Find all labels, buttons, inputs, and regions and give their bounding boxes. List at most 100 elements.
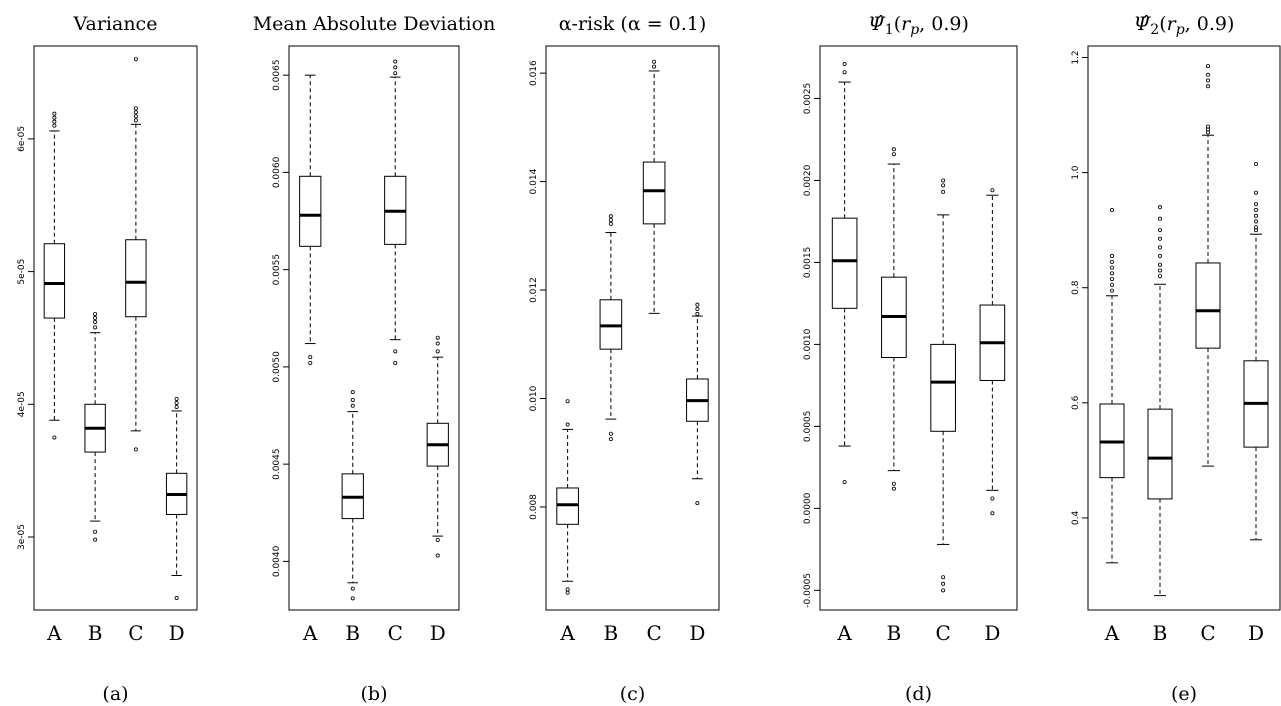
outlier-point [941, 588, 946, 593]
category-label: D [430, 621, 446, 645]
panel-d: Ψ̂1(rp, 0.9) -0.0005 0.0000 0.0005 0.0010 0.0… [803, 13, 1018, 705]
y-tick-label: 5e-05 [17, 259, 27, 285]
y-tick-label: 0.008 [529, 494, 539, 520]
outlier-point [891, 486, 896, 491]
outlier-point [941, 581, 946, 586]
outlier-point [93, 537, 98, 542]
box-D [165, 396, 188, 601]
outlier-point [133, 57, 138, 62]
outlier-point [1158, 245, 1163, 250]
box-D [979, 188, 1006, 516]
category-label: C [388, 621, 403, 645]
outlier-point [695, 307, 700, 312]
outlier-point [941, 183, 946, 188]
panel-caption: (e) [1171, 683, 1197, 705]
iqr-box [1147, 408, 1173, 500]
outlier-point [608, 437, 613, 442]
outlier-point [695, 501, 700, 506]
panel-b: Mean Absolute Deviation 0.0040 0.0045 0.005… [253, 13, 496, 705]
outlier-point [608, 221, 613, 226]
box-A [831, 62, 858, 485]
outlier-point [174, 404, 179, 409]
category-label: A [836, 621, 852, 645]
box-B [84, 312, 106, 542]
outlier-point [842, 480, 847, 485]
y-tick-label: 0.0055 [272, 254, 282, 286]
outlier-point [1254, 213, 1259, 218]
outlier-point [393, 71, 398, 76]
box-C [642, 59, 666, 314]
outlier-point [350, 403, 355, 408]
outlier-point [1254, 219, 1259, 224]
outlier-point [1158, 274, 1163, 279]
category-label: C [1200, 621, 1215, 645]
panel-a: Variance 3e-05 4e-05 5e-05 6e-05 A B C D (a) [17, 13, 198, 705]
outlier-point [891, 152, 896, 157]
y-tick-label: 0.8 [1071, 280, 1081, 295]
outlier-point [941, 189, 946, 194]
box-C [125, 57, 147, 452]
outlier-point [435, 537, 440, 542]
panel-caption: (d) [905, 683, 932, 705]
chart-title: Ψ̂1(rp, 0.9) [868, 13, 969, 38]
box-A [299, 74, 322, 366]
outlier-point [93, 325, 98, 330]
outlier-point [174, 596, 179, 601]
plot-frame [1087, 45, 1281, 611]
y-tick-label: 0.012 [529, 277, 539, 303]
box-B [341, 390, 364, 601]
outlier-point [1158, 205, 1163, 210]
outlier-point [93, 316, 98, 321]
outlier-point [393, 65, 398, 70]
outlier-point [1110, 254, 1115, 259]
outlier-point [1254, 225, 1259, 230]
category-label: B [604, 621, 619, 645]
outlier-point [1158, 254, 1163, 259]
y-tick-label: 0.010 [529, 385, 539, 411]
outlier-point [1110, 277, 1115, 282]
outlier-point [93, 529, 98, 534]
outlier-point [435, 341, 440, 346]
outlier-point [1206, 64, 1211, 69]
outlier-point [990, 511, 995, 516]
y-tick-label: 0.0000 [803, 492, 813, 524]
category-label: A [559, 621, 575, 645]
box-B [599, 214, 623, 442]
y-tick-label: 0.0060 [272, 156, 282, 188]
outlier-point [1254, 190, 1259, 195]
category-label: C [935, 621, 950, 645]
outlier-point [393, 349, 398, 354]
box-D [426, 335, 449, 558]
box-A [556, 399, 579, 595]
outlier-point [565, 587, 570, 592]
outlier-point [990, 188, 995, 193]
chart-title: Variance [73, 13, 158, 35]
outlier-point [891, 481, 896, 486]
category-label: D [169, 621, 185, 645]
outlier-point [608, 218, 613, 223]
outlier-point [52, 115, 57, 120]
box-C [384, 59, 407, 366]
outlier-point [1206, 124, 1211, 129]
outlier-point [52, 119, 57, 124]
outlier-point [1206, 72, 1211, 77]
outlier-point [308, 361, 313, 366]
panel-caption: (c) [620, 683, 645, 705]
y-tick-label: 0.014 [529, 168, 539, 194]
outlier-point [174, 400, 179, 405]
outlier-point [435, 553, 440, 558]
iqr-box [642, 161, 666, 225]
y-tick-label: 0.0010 [803, 328, 813, 360]
box-C [1195, 64, 1221, 467]
outlier-point [1158, 228, 1163, 233]
y-tick-label: 0.0045 [272, 448, 282, 480]
box-C [930, 178, 956, 593]
outlier-point [174, 396, 179, 401]
outlier-point [1254, 208, 1259, 213]
outlier-point [435, 349, 440, 354]
category-label: A [46, 621, 62, 645]
iqr-box [43, 243, 66, 319]
outlier-point [842, 62, 847, 67]
y-tick-label: 0.0015 [803, 247, 813, 279]
